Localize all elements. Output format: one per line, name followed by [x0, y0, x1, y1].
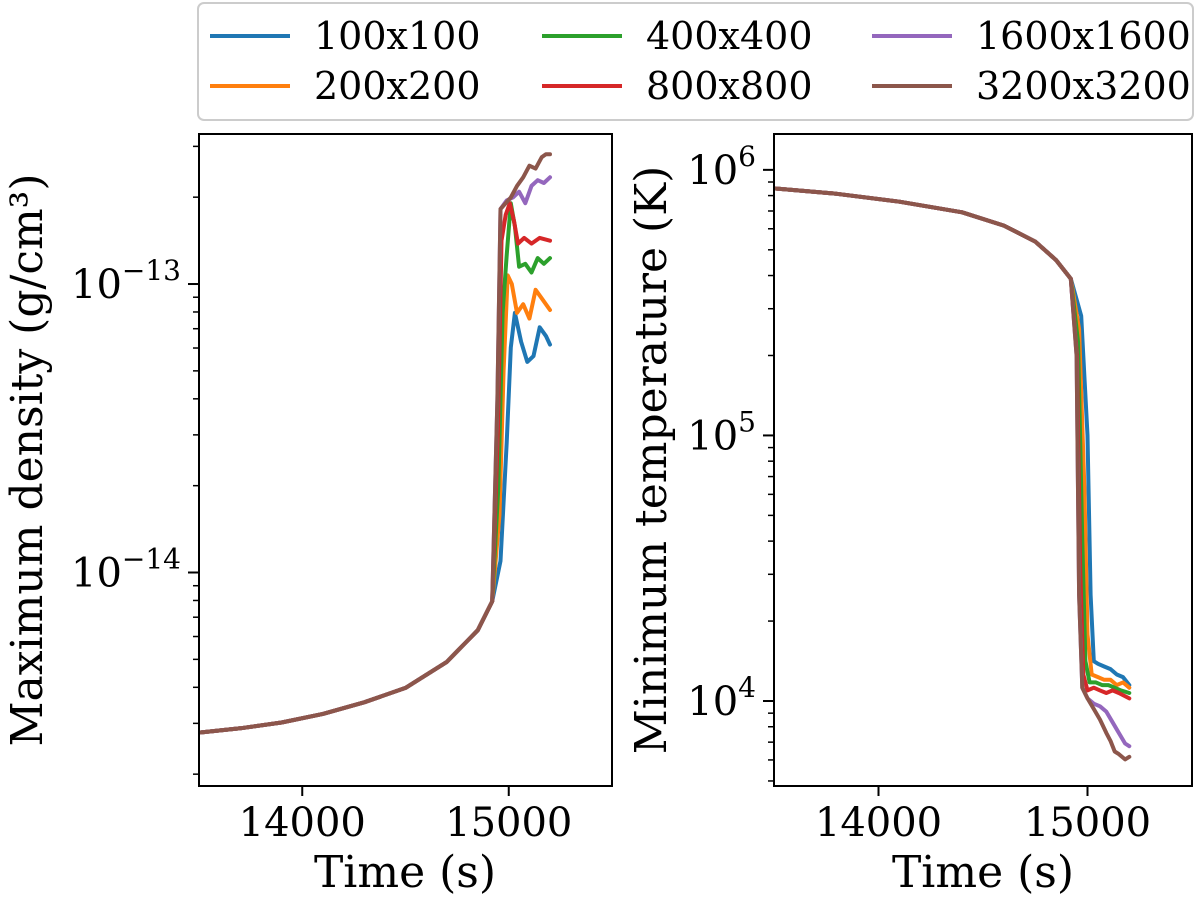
right-ytick-label: 106 — [687, 140, 756, 194]
legend-label-1600x1600: 1600x1600 — [976, 14, 1191, 58]
left-xtick-label: 14000 — [239, 800, 366, 846]
left-ytick-label: 10−13 — [71, 254, 181, 308]
right-ytick-label: 104 — [687, 671, 756, 725]
legend: 100x100 200x200 400x400 800x800 1600x1600 320… — [197, 2, 1194, 121]
panel-min-temperature: 14000 15000 104 105 106 Time (s) Minimum tem… — [626, 133, 1193, 898]
right-xlabel: Time (s) — [892, 847, 1074, 898]
left-series-3200x3200 — [199, 152, 552, 735]
legend-label-100x100: 100x100 — [314, 14, 481, 58]
right-ytick-label: 105 — [687, 405, 756, 459]
legend-frame — [197, 2, 1194, 121]
legend-label-800x800: 800x800 — [646, 64, 813, 108]
left-ytick-label: 10−14 — [71, 543, 181, 597]
left-xlabel: Time (s) — [314, 847, 496, 898]
right-series-3200x3200 — [774, 186, 1132, 762]
left-axes-frame — [198, 133, 613, 787]
legend-label-400x400: 400x400 — [646, 14, 813, 58]
right-axes-frame — [773, 133, 1193, 787]
right-ylabel: Minimum temperature (K) — [626, 166, 677, 755]
left-ylabel: Maximum density (g/cm³) — [2, 174, 53, 747]
left-xtick-label: 15000 — [445, 800, 572, 846]
right-xtick-label: 14000 — [815, 800, 942, 846]
right-xtick-label: 15000 — [1024, 800, 1151, 846]
legend-label-200x200: 200x200 — [314, 64, 481, 108]
legend-label-3200x3200: 3200x3200 — [976, 64, 1191, 108]
panel-max-density: 14000 15000 10−14 10−13 Time (s) Maximum de… — [2, 133, 613, 898]
